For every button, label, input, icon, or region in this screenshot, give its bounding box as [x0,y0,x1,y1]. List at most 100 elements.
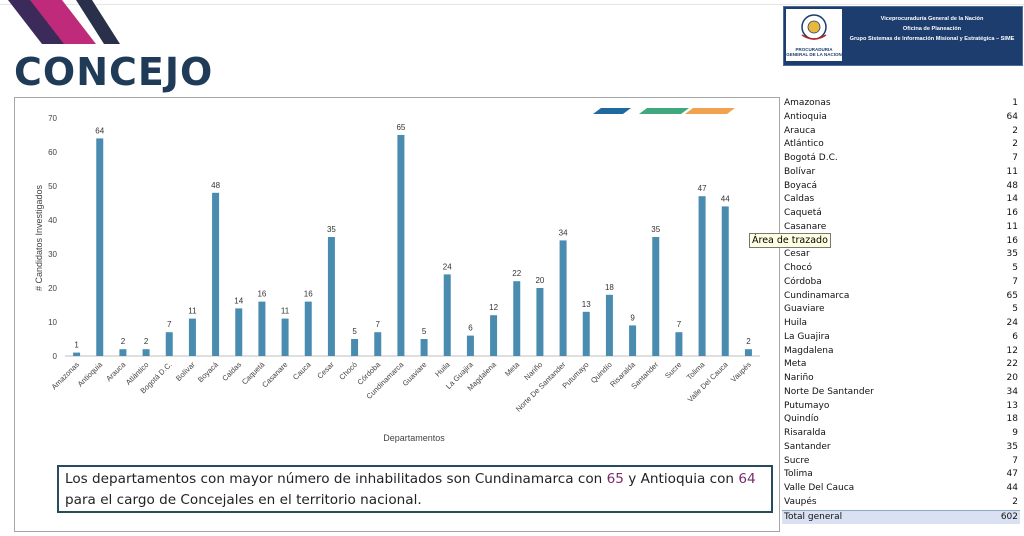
table-row-name: Caldas [784,194,815,205]
bar-30[interactable] [744,349,752,356]
bar-value-label: 48 [211,181,220,190]
table-row: Atlántico 2 [782,138,1020,152]
table-row: Huila 24 [782,317,1020,331]
x-tick-label: Huila [433,359,452,378]
table-row-name: Norte De Santander [784,386,874,397]
bar-19[interactable] [490,315,498,356]
bar-25[interactable] [629,325,637,356]
table-row-value: 5 [1012,263,1018,273]
page-title: CONCEJO [14,50,214,94]
table-row-name: Meta [784,359,807,370]
bar-value-label: 2 [144,337,149,346]
bar-value-label: 2 [121,337,126,346]
bar-26[interactable] [652,237,660,356]
bar-7[interactable] [212,192,220,356]
bar-22[interactable] [559,240,567,356]
x-tick-label: Meta [503,359,522,378]
bar-value-label: 16 [257,290,266,299]
bar-20[interactable] [513,281,521,356]
table-row-name: Atlántico [784,139,824,150]
table-row-name: Guaviare [784,304,825,315]
table-row-value: 9 [1012,428,1018,438]
bar-16[interactable] [420,339,428,356]
table-row-value: 44 [1006,483,1018,493]
table-row-value: 12 [1006,345,1018,356]
bar-13[interactable] [351,339,359,356]
table-row-value: 14 [1006,194,1018,205]
x-tick-label: Bolívar [174,360,197,383]
bar-value-label: 12 [489,303,498,312]
table-row-value: 48 [1006,180,1018,191]
table-row-name: La Guajira [784,331,830,342]
table-row-name: Nariño [784,373,814,383]
table-row: Sucre 7 [782,455,1020,469]
bar-15[interactable] [397,135,405,356]
bar-17[interactable] [443,274,451,356]
bar-21[interactable] [536,288,544,356]
institution-logo: PROCURADURIA GENERAL DE LA NACION [786,9,842,61]
bar-9[interactable] [258,301,266,356]
logo-caption: PROCURADURIA GENERAL DE LA NACION [786,47,842,57]
bar-27[interactable] [675,332,683,356]
bar-value-label: 35 [651,225,660,234]
table-row-name: Risaralda [784,428,826,438]
y-tick-label: 30 [48,250,57,259]
table-row-value: 7 [1012,455,1018,466]
seal-icon [801,14,827,40]
table-row-name: Antioquia [784,111,827,122]
x-tick-label: Valle Del Cauca [686,359,731,404]
table-row: Risaralda 9 [782,427,1020,441]
table-row-value: 2 [1012,496,1018,507]
x-tick-label: Amazonas [50,360,82,392]
table-row-value: 5 [1012,304,1018,315]
table-row-value: 47 [1006,469,1018,480]
y-tick-label: 40 [48,216,57,225]
bar-29[interactable] [721,206,729,356]
y-tick-label: 0 [53,352,58,361]
bar-14[interactable] [374,332,382,356]
header-line-2: Oficina de Planeación [902,26,962,32]
bar-8[interactable] [235,308,243,356]
bar-4[interactable] [142,349,150,356]
bar-12[interactable] [327,237,335,356]
bar-value-label: 18 [605,283,614,292]
table-row-value: 16 [1006,235,1018,246]
bar-1[interactable] [73,352,81,356]
table-row-value: 34 [1006,386,1018,397]
x-tick-label: Chocó [337,360,359,382]
table-row-name: Casanare [784,221,827,232]
bar-value-label: 7 [376,320,381,329]
stripe-thin [76,0,120,44]
table-row-value: 2 [1012,139,1018,150]
table-row-value: 2 [1012,125,1018,136]
y-tick-label: 20 [48,284,57,293]
table-row-name: Caquetá [784,208,822,218]
bar-value-label: 34 [559,228,568,237]
table-row-name: Boyacá [784,180,817,191]
bar-18[interactable] [466,335,474,356]
table-row: Bolívar 11 [782,166,1020,180]
table-row-name: Cesar [784,249,810,260]
bar-5[interactable] [165,332,173,356]
bar-3[interactable] [119,349,127,356]
table-row-name: Valle Del Cauca [784,483,855,493]
bar-6[interactable] [188,318,196,356]
bar-28[interactable] [698,196,706,356]
table-row: Santander 35 [782,441,1020,455]
header-line-3: Grupo Sistemas de Información Misional y… [849,36,1015,42]
bar-value-label: 13 [582,300,591,309]
bar-value-label: 9 [630,313,635,322]
bar-11[interactable] [304,301,312,356]
table-row-name: Putumayo [784,400,830,411]
x-tick-label: Antioquia [76,359,105,388]
table-row-value: 24 [1006,318,1018,328]
bar-10[interactable] [281,318,289,356]
plot-area-tooltip: Área de trazado [749,233,831,248]
bar-24[interactable] [605,294,613,356]
bar-23[interactable] [582,311,590,356]
bar-2[interactable] [96,138,104,356]
bar-value-label: 6 [468,324,473,333]
table-row: Norte De Santander 34 [782,386,1020,400]
x-tick-label: Vaupés [729,360,753,384]
